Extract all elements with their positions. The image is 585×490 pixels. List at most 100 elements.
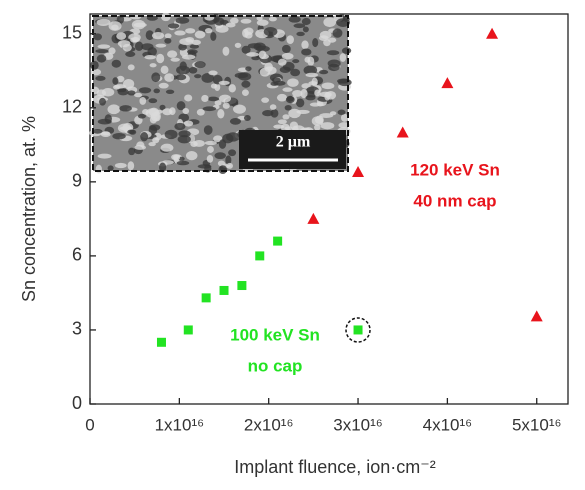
square-marker (157, 338, 166, 347)
texture-blob (208, 71, 217, 76)
texture-blob (95, 49, 108, 53)
texture-blob (153, 89, 160, 94)
texture-blob (308, 81, 317, 85)
texture-blob (301, 40, 308, 49)
texture-blob (116, 32, 126, 40)
triangle-marker (397, 126, 409, 137)
texture-blob (164, 38, 171, 44)
texture-blob (246, 52, 259, 57)
texture-blob (139, 87, 151, 93)
texture-blob (142, 109, 149, 115)
texture-blob (328, 64, 340, 71)
texture-blob (161, 66, 169, 74)
texture-blob (189, 67, 198, 74)
texture-blob (241, 81, 250, 88)
texture-blob (118, 88, 129, 95)
texture-blob (262, 110, 273, 116)
texture-blob (204, 125, 213, 135)
texture-blob (152, 137, 159, 143)
square-marker (273, 237, 282, 246)
y-axis-label: Sn concentration, at. % (19, 116, 39, 302)
texture-blob (302, 18, 311, 25)
texture-blob (178, 135, 191, 143)
texture-blob (190, 44, 199, 48)
texture-blob (175, 17, 189, 24)
texture-blob (223, 103, 230, 109)
texture-blob (134, 145, 146, 150)
texture-blob (273, 124, 284, 128)
texture-blob (218, 161, 225, 167)
texture-blob (134, 93, 142, 97)
texture-blob (222, 134, 233, 144)
y-tick-label: 6 (72, 245, 82, 265)
texture-blob (192, 40, 201, 45)
texture-blob (238, 72, 251, 80)
texture-blob (277, 94, 287, 102)
square-marker (202, 293, 211, 302)
texture-blob (138, 114, 146, 119)
texture-blob (187, 49, 198, 54)
texture-blob (219, 95, 231, 103)
texture-blob (97, 19, 111, 26)
texture-blob (127, 130, 135, 134)
texture-blob (123, 79, 134, 89)
texture-blob (306, 73, 318, 77)
texture-blob (333, 28, 343, 37)
texture-blob (168, 23, 180, 28)
texture-blob (112, 60, 121, 68)
texture-blob (292, 59, 299, 63)
y-tick-label: 0 (72, 393, 82, 413)
texture-blob (150, 63, 157, 67)
texture-blob (185, 28, 195, 33)
texture-blob (174, 30, 185, 35)
texture-blob (112, 133, 125, 139)
texture-blob (149, 108, 159, 117)
texture-blob (161, 144, 174, 152)
texture-blob (235, 43, 241, 48)
square-marker (220, 286, 229, 295)
triangle-marker (486, 28, 498, 39)
texture-blob (90, 61, 99, 70)
texture-blob (340, 53, 346, 62)
texture-blob (194, 74, 201, 78)
texture-blob (170, 58, 179, 62)
series-annotation: 100 keV Sn (230, 325, 320, 344)
texture-blob (208, 97, 219, 102)
texture-blob (241, 19, 252, 24)
texture-blob (105, 114, 112, 123)
triangle-marker (307, 213, 319, 224)
texture-blob (98, 44, 111, 48)
texture-blob (128, 148, 135, 156)
texture-blob (156, 54, 164, 63)
texture-blob (119, 105, 132, 111)
texture-blob (286, 96, 295, 103)
texture-blob (115, 163, 127, 168)
texture-blob (305, 95, 315, 100)
texture-blob (214, 152, 225, 159)
texture-blob (176, 66, 190, 75)
texture-blob (259, 51, 267, 59)
texture-blob (223, 47, 230, 56)
texture-blob (244, 115, 251, 121)
square-marker (184, 325, 193, 334)
texture-blob (149, 98, 158, 103)
texture-blob (165, 130, 178, 139)
texture-blob (140, 132, 148, 141)
x-tick-label: 2x10¹⁶ (244, 415, 294, 434)
texture-blob (184, 95, 192, 102)
texture-blob (312, 38, 318, 47)
texture-blob (282, 114, 289, 119)
texture-blob (195, 31, 206, 39)
texture-blob (207, 146, 214, 153)
texture-blob (102, 88, 114, 96)
y-tick-label: 12 (62, 97, 82, 117)
texture-blob (90, 87, 99, 94)
texture-blob (186, 151, 198, 160)
texture-blob (272, 77, 281, 83)
texture-blob (324, 92, 330, 101)
texture-blob (282, 45, 291, 53)
texture-blob (130, 37, 139, 42)
texture-blob (107, 104, 120, 114)
texture-blob (207, 155, 213, 163)
square-marker (354, 325, 363, 334)
